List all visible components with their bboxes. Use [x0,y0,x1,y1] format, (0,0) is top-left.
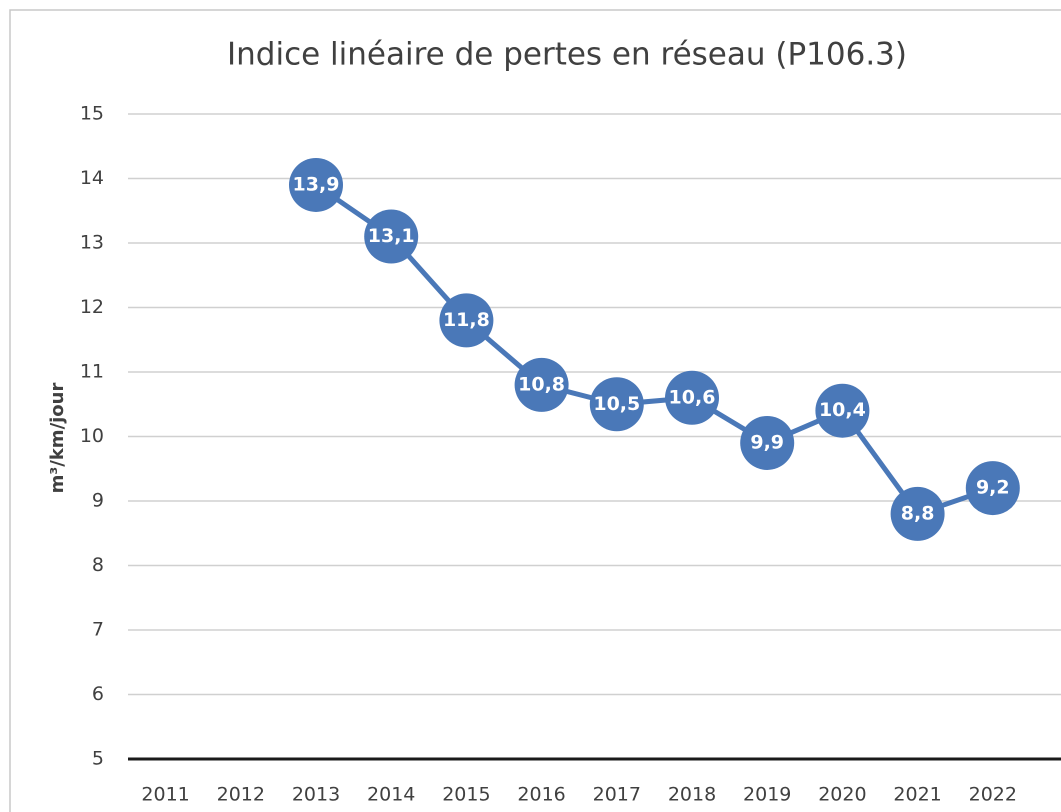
x-tick-label: 2016 [517,784,565,806]
data-point [965,461,1020,516]
x-tick-label: 2014 [367,784,415,806]
y-tick-label: 11 [80,361,104,383]
data-point [514,357,569,412]
y-tick-label: 9 [92,490,104,512]
data-label: 13,9 [293,173,340,195]
data-label: 10,6 [669,386,716,408]
x-tick-label: 2022 [969,784,1017,806]
y-tick-label: 5 [92,748,104,770]
x-tick-label: 2019 [743,784,791,806]
data-point [890,486,945,541]
x-tick-label: 2021 [893,784,941,806]
data-label: 9,9 [750,431,784,453]
x-tick-label: 2011 [141,784,189,806]
y-tick-label: 15 [80,103,104,125]
data-point [364,209,419,264]
data-point [665,370,719,425]
x-tick-label: 2012 [217,784,265,806]
data-label: 10,5 [593,393,640,415]
data-point [439,293,494,348]
data-point [815,383,870,438]
y-tick-label: 6 [92,683,104,705]
y-tick-label: 7 [92,619,104,641]
y-axis-label: m³/km/jour [47,383,68,494]
x-tick-label: 2018 [668,784,716,806]
data-label: 10,4 [819,399,866,421]
y-tick-label: 10 [80,425,104,447]
data-label: 11,8 [443,309,490,331]
data-label: 13,1 [368,225,415,247]
data-point [740,415,795,470]
data-label: 8,8 [901,502,935,524]
data-label: 10,8 [518,373,565,395]
y-tick-label: 13 [80,232,104,254]
data-line [314,182,994,517]
data-point [589,377,644,432]
x-tick-label: 2017 [593,784,641,806]
data-label: 9,2 [976,477,1010,499]
y-tick-label: 8 [92,554,104,576]
data-point [289,157,343,212]
x-tick-label: 2013 [292,784,340,806]
x-tick-label: 2015 [442,784,490,806]
y-tick-label: 14 [80,167,104,189]
y-tick-label: 12 [80,296,104,318]
chart-title: Indice linéaire de pertes en réseau (P10… [227,37,907,73]
x-tick-label: 2020 [818,784,866,806]
